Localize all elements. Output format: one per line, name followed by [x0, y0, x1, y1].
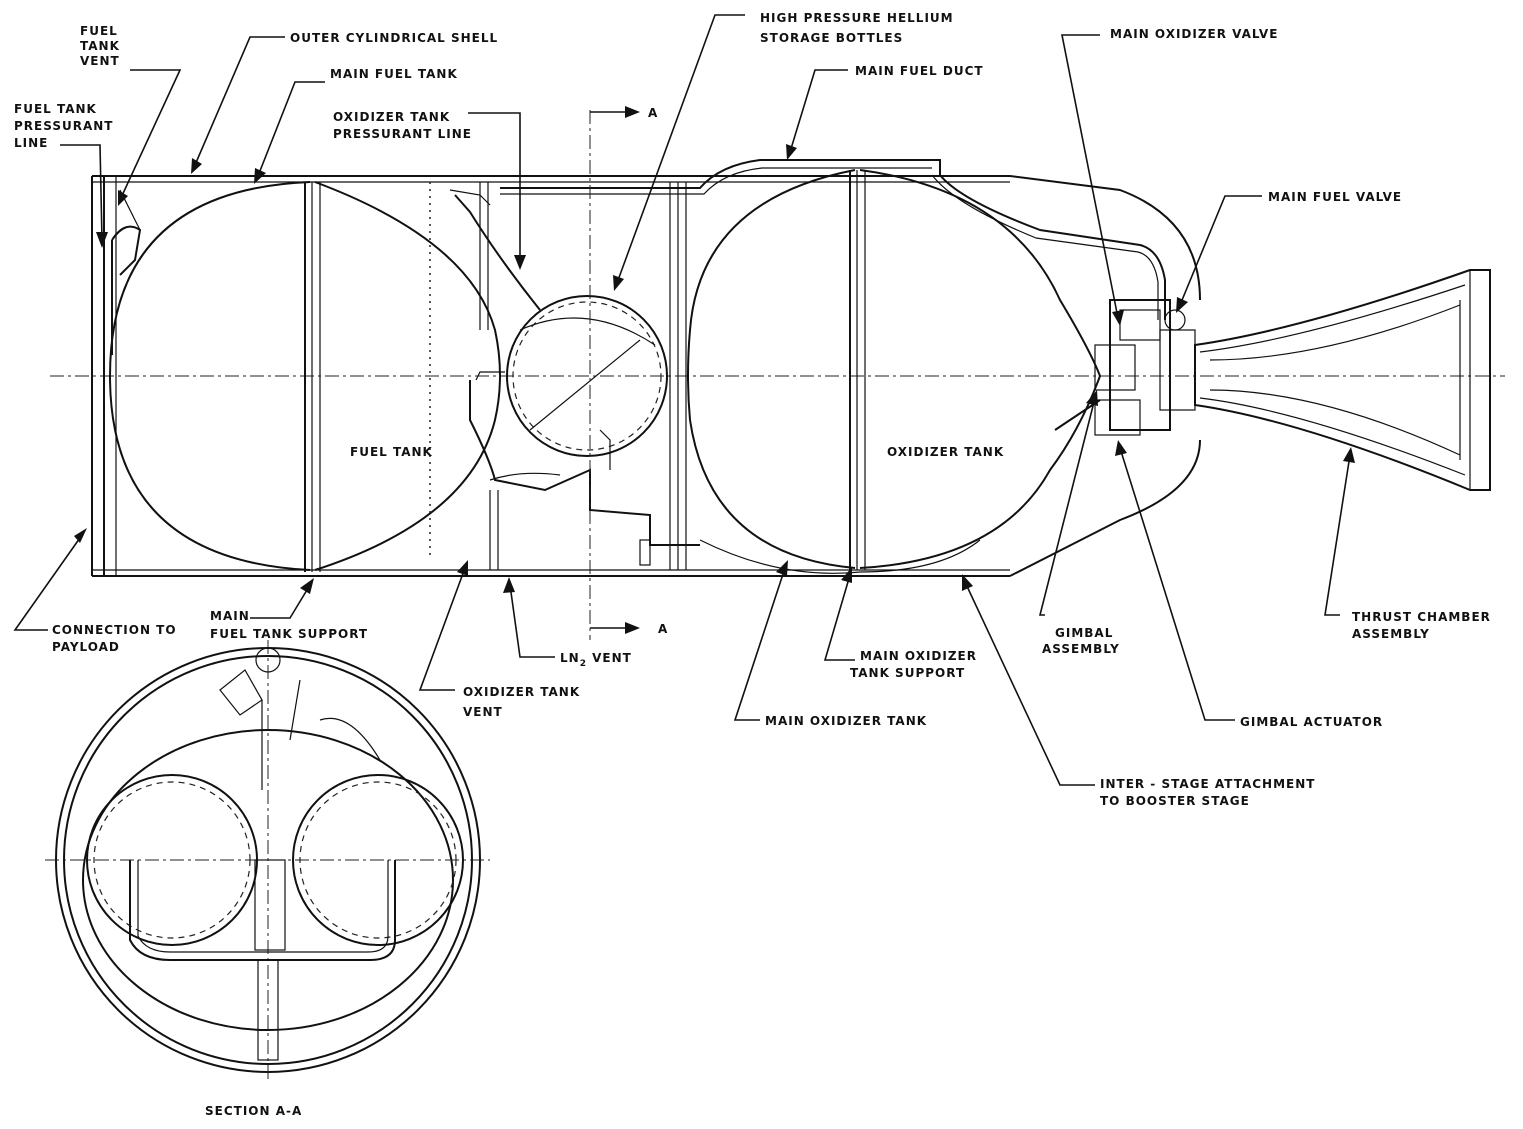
- label-main-fuel-valve: MAIN FUEL VALVE: [1268, 190, 1402, 204]
- inter-tank-plumbing: [469, 371, 700, 566]
- label-section-marker-bottom: A: [658, 622, 668, 636]
- label-oxidizer-tank: OXIDIZER TANK: [887, 445, 1004, 459]
- labels: FUEL TANK VENT FUEL TANK PRESSURANT LINE…: [14, 11, 1496, 1118]
- label-section-caption: SECTION A-A: [205, 1104, 302, 1118]
- helium-storage-bottle: [506, 295, 668, 457]
- section-a-a-view: [45, 640, 490, 1080]
- oxidizer-tank-pressurant-line: [449, 189, 541, 311]
- label-main-oxidizer-tank: MAIN OXIDIZER TANK: [765, 714, 927, 728]
- label-connection-to-payload: CONNECTION TO PAYLOAD: [52, 623, 182, 654]
- engine-assembly: [1054, 299, 1196, 436]
- label-fuel-tank: FUEL TANK: [350, 445, 433, 459]
- label-gimbal-actuator: GIMBAL ACTUATOR: [1240, 715, 1383, 729]
- thrust-chamber-nozzle: [1194, 269, 1491, 491]
- label-oxidizer-tank-vent: OXIDIZER TANK VENT: [463, 685, 585, 719]
- leader-lines: [13, 14, 1355, 786]
- label-inter-stage-attachment: INTER - STAGE ATTACHMENT TO BOOSTER STAG…: [1100, 777, 1321, 808]
- main-fuel-tank: [108, 181, 501, 572]
- label-main-fuel-tank-support: MAIN FUEL TANK SUPPORT: [210, 609, 368, 641]
- label-oxidizer-tank-pressurant-line: OXIDIZER TANK PRESSURANT LINE: [333, 110, 472, 141]
- main-fuel-duct: [500, 159, 1166, 320]
- label-main-fuel-tank: MAIN FUEL TANK: [330, 67, 458, 81]
- section-cut-line: [589, 106, 640, 640]
- label-fuel-tank-pressurant-line: FUEL TANK PRESSURANT LINE: [14, 102, 119, 150]
- label-ln2-vent: LN2 VENT: [560, 651, 632, 669]
- inter-tank-structure: [429, 182, 687, 570]
- label-main-oxidizer-valve: MAIN OXIDIZER VALVE: [1110, 27, 1278, 41]
- label-outer-cylindrical-shell: OUTER CYLINDRICAL SHELL: [290, 31, 498, 45]
- label-gimbal-assembly: GIMBAL ASSEMBLY: [1042, 626, 1120, 656]
- label-main-oxidizer-tank-support: MAIN OXIDIZER TANK SUPPORT: [850, 649, 982, 680]
- label-main-fuel-duct: MAIN FUEL DUCT: [855, 64, 984, 78]
- label-section-marker-top: A: [648, 106, 658, 120]
- label-helium-storage-bottles: HIGH PRESSURE HELLIUM STORAGE BOTTLES: [760, 11, 959, 45]
- label-thrust-chamber-assembly: THRUST CHAMBER ASSEMBLY: [1352, 610, 1496, 641]
- label-fuel-tank-vent: FUEL TANK VENT: [80, 24, 125, 68]
- side-view: [50, 106, 1505, 640]
- main-oxidizer-tank: [687, 169, 1102, 574]
